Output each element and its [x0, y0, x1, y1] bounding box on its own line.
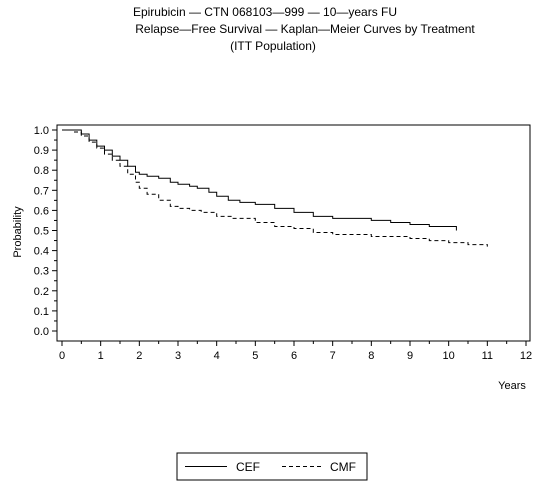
y-axis: 0.0 0.1 0.2 0.3 0.4 0.5 0.6 0.7 0.8 0.9 1.0: [34, 125, 57, 338]
chart-title-line-2: Relapse—Free Survival — Kaplan—Meier Cur…: [135, 22, 475, 36]
x-tick-label: 11: [482, 350, 493, 362]
y-tick-label: 1.0: [34, 125, 49, 137]
x-tick-label: 2: [136, 350, 142, 362]
legend-label-cef: CEF: [236, 460, 260, 474]
series-line-cef: [62, 129, 457, 231]
x-tick-label: 8: [368, 350, 374, 362]
x-tick-label: 1: [98, 350, 104, 362]
y-tick-label: 0.5: [34, 226, 49, 238]
x-tick-label: 9: [407, 350, 413, 362]
x-tick-label: 4: [214, 350, 220, 362]
x-axis: 0 1 2 3 4 5 6 7 8 9 10 11 12: [59, 341, 532, 362]
y-tick-label: 0.2: [34, 286, 49, 298]
y-tick-label: 0.3: [34, 266, 49, 278]
y-axis-label: Probability: [12, 206, 24, 258]
x-tick-label: 3: [175, 350, 181, 362]
legend: CEF CMF: [176, 452, 368, 481]
y-tick-label: 0.8: [34, 165, 49, 177]
y-tick-label: 0.7: [34, 185, 49, 197]
x-axis-label: Years: [498, 380, 526, 392]
y-tick-label: 0.6: [34, 205, 49, 217]
series-lines: [62, 129, 488, 247]
x-tick-label: 6: [291, 350, 297, 362]
y-tick-label: 0.4: [34, 246, 49, 258]
y-tick-label: 0.9: [34, 145, 49, 157]
x-tick-label: 5: [252, 350, 258, 362]
x-tick-label: 7: [330, 350, 336, 362]
x-tick-label: 12: [520, 350, 532, 362]
y-tick-label: 0.1: [34, 306, 49, 318]
x-tick-label: 10: [443, 350, 455, 362]
legend-label-cmf: CMF: [330, 460, 356, 474]
series-line-cmf: [62, 129, 488, 247]
chart-title-line-1: Epirubicin — CTN 068103—999 — 10—years F…: [133, 5, 397, 19]
chart-title-line-3: (ITT Population): [230, 39, 316, 53]
y-tick-label: 0.0: [34, 326, 49, 338]
x-tick-label: 0: [59, 350, 65, 362]
